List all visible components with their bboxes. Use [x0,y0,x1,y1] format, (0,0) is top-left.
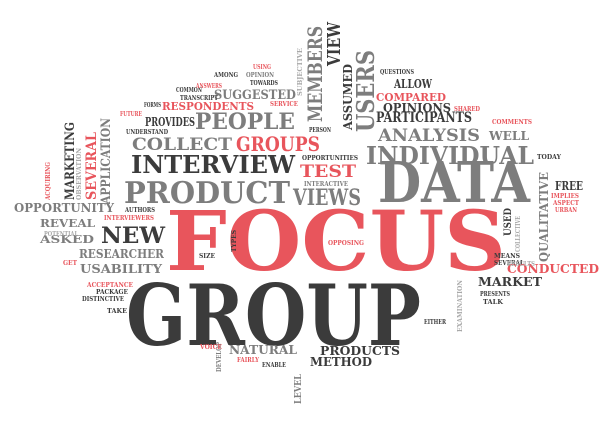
word-marketing: MARKETING [63,122,78,200]
word-opposing: OPPOSING [328,240,364,247]
word-using: USING [253,64,271,71]
word-view: VIEW [324,21,345,66]
word-product: PRODUCT [124,176,291,211]
word-acquiring: ACQUIRING [45,162,52,201]
word-focus: FOCUS [166,194,506,290]
word-reveal: REVEAL [40,217,95,230]
word-compared: COMPARED [376,91,446,104]
word-understand: UNDERSTAND [126,129,168,136]
word-presents: PRESENTS [480,291,510,298]
word-common: COMMON [176,87,202,94]
word-people: PEOPLE [195,109,295,135]
word-implies: IMPLIES [551,193,579,200]
word-acceptance: ACCEPTANCE [86,282,133,289]
word-opportunities: OPPORTUNITIES [302,155,358,162]
word-usability: USABILITY [80,262,162,276]
word-products: PRODUCTS [320,344,400,358]
word-means: MEANS [494,253,520,260]
word-observation: OBSERVATION [76,147,83,200]
word-views: VIEWS [292,185,361,211]
word-answers: ANSWERS [195,83,222,90]
word-several-small: SEVERAL [494,260,525,267]
word-assumed: ASSUMED [341,64,355,131]
word-interviewers: INTERVIEWERS [104,215,154,222]
word-conducted: CONDUCTED [507,262,599,276]
word-group: GROUP [126,266,421,365]
word-examination: EXAMINATION [457,279,464,332]
word-researcher: RESEARCHER [79,247,165,261]
word-suggested: SUGGESTED [214,88,296,103]
word-test: TEST [300,162,356,182]
word-members: MEMBERS [303,26,327,122]
word-either: EITHER [424,319,447,326]
word-provides: PROVIDES [145,115,195,129]
word-level: LEVEL [294,373,304,404]
word-towards: TOWARDS [250,80,278,87]
word-urban: URBAN [555,207,577,214]
word-comments: COMMENTS [492,119,532,126]
word-questions: QUESTIONS [380,69,414,76]
word-aspect: ASPECT [552,200,579,207]
word-used: USED [503,208,514,236]
word-natural: NATURAL [229,343,298,357]
word-users: USERS [351,50,380,132]
word-size: SIZE [199,253,215,260]
word-market: MARKET [478,275,542,289]
word-interactive: INTERACTIVE [304,181,348,188]
word-talk: TALK [483,299,504,306]
word-authors: AUTHORS [124,207,155,214]
word-new: NEW [101,223,165,249]
word-qualitative: QUALITATIVE [537,172,551,262]
word-future: FUTURE [120,111,142,118]
word-subjective: SUBJECTIVE [297,48,304,96]
word-service: SERVICE [270,101,298,108]
word-package: PACKAGE [96,289,128,296]
word-well: WELL [488,129,530,143]
word-groups: GROUPS [236,132,320,156]
word-enable: ENABLE [262,362,286,369]
word-voice: VOICE [199,344,222,351]
word-opinion: OPINION [246,72,274,79]
word-participants: PARTICIPANTS [376,110,472,126]
word-application: APPLICATION [99,118,114,205]
word-analysis: ANALYSIS [377,126,480,146]
word-collect: COLLECT [132,135,232,155]
word-opportunity: OPPORTUNITY [14,201,114,215]
word-types: TYPES [231,230,238,252]
word-individual: INDIVIDUAL [366,141,534,170]
word-person: PERSON [309,127,331,134]
word-develop: DEVELOP [216,342,223,372]
word-get: GET [63,260,78,267]
word-several: SEVERAL [84,132,100,200]
word-take: TAKE [107,308,127,315]
word-interview: INTERVIEW [131,150,296,179]
word-results: RESULTS [507,261,535,268]
word-opinions: OPINIONS [383,101,451,115]
word-fairly: FAIRLY [237,357,260,364]
word-distinctive: DISTINCTIVE [82,296,124,303]
word-data: DATA [378,150,531,216]
word-allow: ALLOW [393,77,432,91]
word-asked: ASKED [39,233,95,246]
word-potential: POTENTIAL [44,231,79,238]
word-transcript: TRANSCRIPT [180,95,218,102]
word-free: FREE [555,179,583,193]
word-respondents: RESPONDENTS [162,100,254,113]
word-shared: SHARED [454,106,480,113]
word-today: TODAY [537,154,562,161]
word-collective: COLLECTIVE [515,216,522,252]
word-among: AMONG [213,72,238,79]
word-method: METHOD [310,355,372,369]
word-forms: FORMS [144,102,161,109]
